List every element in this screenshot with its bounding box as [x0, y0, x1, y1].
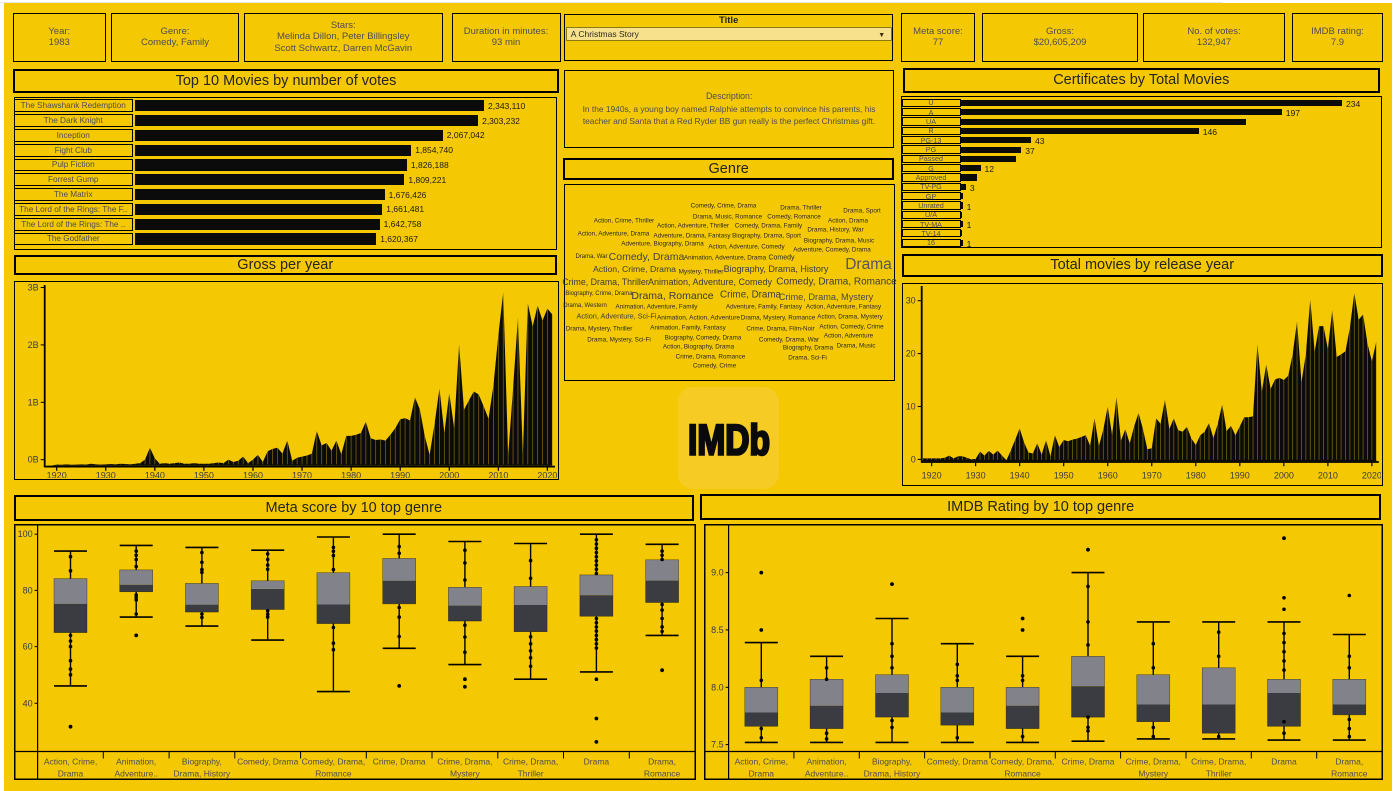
svg-text:Romance: Romance	[1331, 769, 1368, 779]
svg-text:Romance: Romance	[315, 769, 352, 779]
svg-text:1950: 1950	[1054, 470, 1074, 480]
svg-text:1920: 1920	[46, 471, 66, 478]
svg-text:1960: 1960	[1098, 470, 1118, 480]
svg-text:Mystery: Mystery	[1138, 769, 1169, 779]
svg-text:Action, Crime,: Action, Crime,	[44, 757, 97, 767]
svg-text:2020: 2020	[537, 471, 557, 478]
svg-text:1920: 1920	[922, 470, 942, 480]
svg-text:Comedy, Drama: Comedy, Drama	[237, 757, 299, 767]
svg-text:Crime, Drama,: Crime, Drama,	[503, 757, 558, 767]
svg-text:0B: 0B	[27, 455, 38, 465]
svg-text:Drama, History: Drama, History	[174, 769, 231, 779]
svg-text:1990: 1990	[1230, 470, 1250, 480]
svg-text:Comedy, Drama,: Comedy, Drama,	[991, 757, 1055, 767]
svg-text:Mystery: Mystery	[450, 769, 481, 779]
svg-text:1970: 1970	[292, 471, 312, 478]
svg-text:2B: 2B	[27, 340, 38, 350]
svg-text:Biography,: Biography,	[182, 757, 222, 767]
svg-text:1930: 1930	[95, 471, 115, 478]
svg-text:1980: 1980	[1186, 470, 1206, 480]
svg-text:9.0: 9.0	[711, 568, 724, 578]
svg-text:20: 20	[906, 349, 916, 359]
svg-text:IMDb: IMDb	[688, 416, 770, 464]
svg-text:Drama, History: Drama, History	[864, 769, 921, 779]
svg-text:Drama: Drama	[58, 769, 84, 779]
svg-text:Comedy, Drama,: Comedy, Drama,	[302, 757, 366, 767]
svg-text:Action, Crime,: Action, Crime,	[735, 757, 788, 767]
svg-text:30: 30	[906, 296, 916, 306]
svg-text:Romance: Romance	[1004, 769, 1041, 779]
svg-text:8.5: 8.5	[711, 625, 724, 635]
svg-text:0: 0	[911, 454, 916, 464]
svg-text:Crime, Drama: Crime, Drama	[373, 757, 426, 767]
svg-text:60: 60	[23, 642, 33, 652]
svg-text:80: 80	[23, 585, 33, 595]
svg-text:Crime, Drama,: Crime, Drama,	[437, 757, 492, 767]
svg-text:Thriller: Thriller	[518, 769, 544, 779]
svg-text:7.5: 7.5	[711, 740, 724, 750]
svg-text:8.0: 8.0	[711, 682, 724, 692]
svg-text:Drama: Drama	[1271, 757, 1297, 767]
svg-text:Drama: Drama	[749, 769, 775, 779]
svg-text:1960: 1960	[242, 471, 262, 478]
svg-text:Crime, Drama,: Crime, Drama,	[1126, 757, 1181, 767]
svg-text:3B: 3B	[27, 283, 38, 293]
svg-text:2010: 2010	[488, 471, 508, 478]
svg-text:Crime, Drama: Crime, Drama	[1062, 757, 1115, 767]
svg-text:1940: 1940	[1010, 470, 1030, 480]
svg-text:1950: 1950	[193, 471, 213, 478]
svg-text:Drama: Drama	[584, 757, 610, 767]
svg-text:Drama,: Drama,	[648, 757, 676, 767]
svg-text:2020: 2020	[1362, 470, 1381, 480]
svg-text:Drama,: Drama,	[1335, 757, 1363, 767]
svg-text:100: 100	[18, 529, 33, 539]
svg-text:Adventure..: Adventure..	[805, 769, 848, 779]
svg-text:1980: 1980	[341, 471, 361, 478]
svg-text:Romance: Romance	[644, 769, 681, 779]
svg-text:Thriller: Thriller	[1206, 769, 1232, 779]
svg-text:Comedy, Drama: Comedy, Drama	[927, 757, 989, 767]
svg-text:1930: 1930	[966, 470, 986, 480]
svg-text:1B: 1B	[27, 397, 38, 407]
svg-text:10: 10	[906, 401, 916, 411]
svg-text:Crime, Drama,: Crime, Drama,	[1191, 757, 1246, 767]
svg-text:40: 40	[23, 698, 33, 708]
svg-text:2000: 2000	[439, 471, 459, 478]
svg-text:Biography,: Biography,	[872, 757, 912, 767]
svg-text:Animation,: Animation,	[116, 757, 156, 767]
svg-text:1970: 1970	[1142, 470, 1162, 480]
svg-text:Animation,: Animation,	[807, 757, 847, 767]
svg-text:1990: 1990	[390, 471, 410, 478]
svg-text:Adventure..: Adventure..	[114, 769, 157, 779]
svg-text:2000: 2000	[1274, 470, 1294, 480]
svg-text:2010: 2010	[1318, 470, 1338, 480]
svg-text:1940: 1940	[144, 471, 164, 478]
